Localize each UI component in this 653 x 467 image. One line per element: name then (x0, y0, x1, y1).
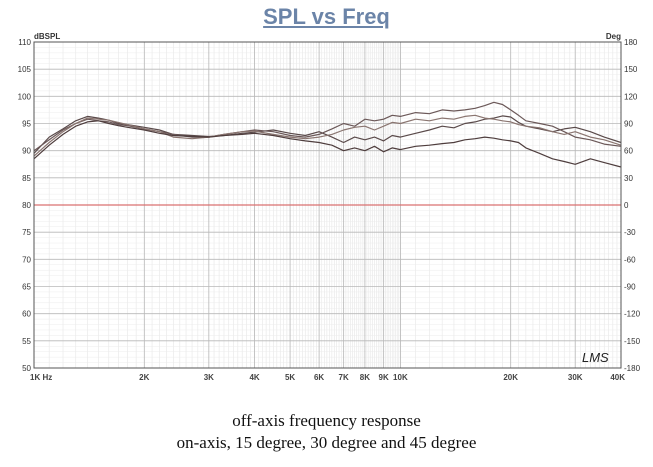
x-tick-label: 30K (568, 373, 583, 382)
y-left-tick-label: 55 (22, 337, 31, 346)
y-left-tick-label: 50 (22, 364, 31, 373)
watermark: LMS (582, 350, 609, 365)
y-right-tick-label: 60 (624, 147, 633, 156)
caption-line-2: on-axis, 15 degree, 30 degree and 45 deg… (176, 433, 477, 452)
y-right-tick-label: 150 (624, 65, 638, 74)
y-left-tick-label: 95 (22, 120, 31, 129)
y-right-tick-label: -180 (624, 364, 641, 373)
x-tick-label: 8K (360, 373, 370, 382)
y-left-tick-label: 110 (18, 38, 31, 47)
x-tick-label: 40K (610, 373, 625, 382)
x-tick-label: 9K (379, 373, 389, 382)
y-right-tick-label: -150 (624, 337, 641, 346)
plot-frame (33, 41, 622, 369)
y-left-tick-label: 80 (22, 201, 31, 210)
y-left-tick-label: 70 (22, 255, 31, 264)
chart-title: SPL vs Freq (263, 4, 390, 29)
y-right-tick-label: -120 (624, 310, 641, 319)
y-right-tick-label: 0 (624, 201, 629, 210)
y-right-tick-label: -60 (624, 255, 636, 264)
caption-line-1: off-axis frequency response (232, 411, 421, 430)
y-left-tick-label: 105 (18, 65, 32, 74)
lms-watermark: LMS (582, 350, 609, 365)
x-tick-label: 5K (285, 373, 295, 382)
x-tick-label: 6K (314, 373, 324, 382)
x-tick-label: 4K (249, 373, 259, 382)
y-right-tick-label: 120 (624, 92, 638, 101)
series-layer (33, 101, 622, 168)
y-left-tick-label: 60 (22, 310, 31, 319)
y-right-tick-label: -30 (624, 228, 636, 237)
axis-labels: 110 105 100 95 90 85 80 75 70 65 60 55 50 180 150 120 90… (18, 32, 641, 382)
y-left-tick-label: 65 (22, 283, 31, 292)
y-left-unit-label: dBSPL (34, 32, 60, 41)
y-left-tick-label: 90 (22, 147, 31, 156)
x-tick-label: 2K (139, 373, 149, 382)
y-right-tick-label: 30 (624, 174, 633, 183)
plot-border (33, 41, 622, 369)
y-right-tick-label: -90 (624, 283, 636, 292)
x-tick-label: 3K (204, 373, 214, 382)
series-line-2 (33, 101, 622, 152)
x-tick-label: 10K (393, 373, 408, 382)
x-tick-label: 1K Hz (30, 373, 52, 382)
y-left-tick-label: 75 (22, 228, 31, 237)
series-line-3 (33, 114, 622, 157)
x-tick-label: 7K (339, 373, 349, 382)
y-right-unit-label: Deg (606, 32, 621, 41)
y-right-tick-label: 90 (624, 120, 633, 129)
x-tick-label: 20K (503, 373, 518, 382)
series-line-4 (33, 120, 622, 168)
y-left-tick-label: 85 (22, 174, 31, 183)
y-right-tick-label: 180 (624, 38, 638, 47)
spl-frequency-plot: 110 105 100 95 90 85 80 75 70 65 60 55 50 180 150 120 90… (18, 32, 641, 382)
y-left-tick-label: 100 (18, 92, 32, 101)
